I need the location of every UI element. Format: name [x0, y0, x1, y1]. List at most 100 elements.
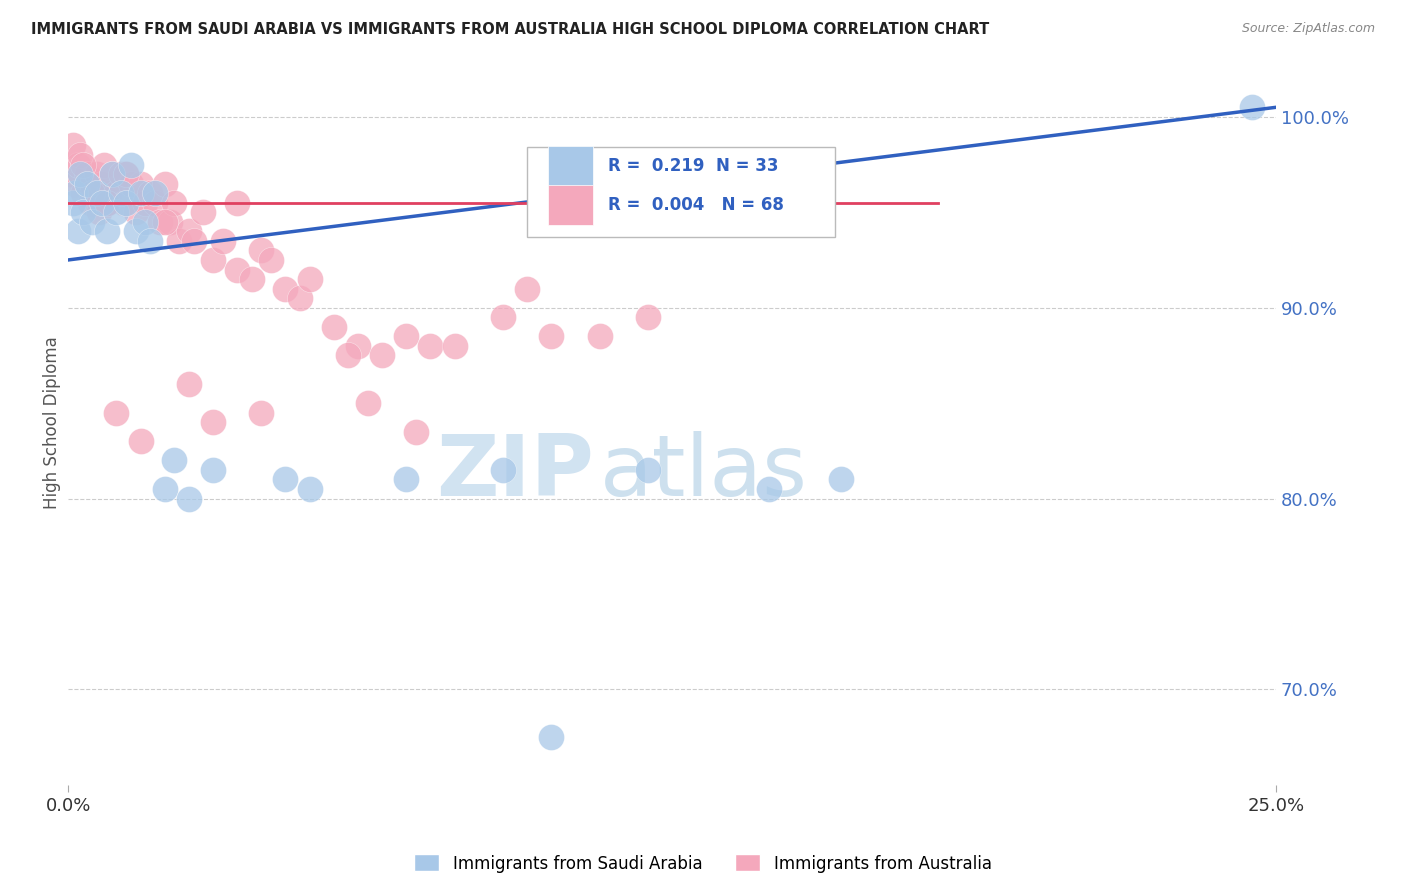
Point — [86, 186, 108, 201]
Point — [540, 730, 562, 744]
Point — [443, 339, 465, 353]
Point — [163, 195, 186, 210]
Point — [62, 138, 84, 153]
Point — [69, 148, 91, 162]
Point — [82, 186, 104, 201]
Point — [125, 224, 148, 238]
Point — [125, 205, 148, 219]
Point — [250, 244, 273, 258]
Point — [115, 167, 138, 181]
Point — [110, 186, 132, 201]
Point — [65, 177, 87, 191]
Point — [112, 195, 135, 210]
Point — [492, 463, 515, 477]
Point — [86, 167, 108, 181]
Point — [637, 310, 659, 325]
Point — [96, 195, 118, 210]
Point — [202, 463, 225, 477]
Legend: Immigrants from Saudi Arabia, Immigrants from Australia: Immigrants from Saudi Arabia, Immigrants… — [408, 847, 998, 880]
Point — [758, 482, 780, 496]
Point — [337, 348, 360, 362]
Point — [395, 472, 418, 486]
Bar — [547, 146, 593, 186]
Point — [183, 234, 205, 248]
Point — [79, 195, 101, 210]
Point — [134, 215, 156, 229]
Y-axis label: High School Diploma: High School Diploma — [44, 335, 60, 508]
Point — [177, 491, 200, 506]
Point — [202, 415, 225, 429]
Point — [90, 177, 112, 191]
Point — [492, 310, 515, 325]
Point — [395, 329, 418, 343]
Point — [105, 186, 128, 201]
Point — [89, 205, 111, 219]
Point — [120, 157, 142, 171]
Point — [59, 167, 82, 181]
Point — [129, 434, 152, 449]
Point — [516, 282, 538, 296]
Point — [226, 195, 249, 210]
Point — [830, 472, 852, 486]
Point — [96, 195, 118, 210]
Point — [143, 186, 166, 201]
Point — [129, 186, 152, 201]
Point — [159, 215, 181, 229]
Text: IMMIGRANTS FROM SAUDI ARABIA VS IMMIGRANTS FROM AUSTRALIA HIGH SCHOOL DIPLOMA CO: IMMIGRANTS FROM SAUDI ARABIA VS IMMIGRAN… — [31, 22, 990, 37]
Text: Source: ZipAtlas.com: Source: ZipAtlas.com — [1241, 22, 1375, 36]
Point — [82, 177, 104, 191]
Point — [115, 167, 138, 181]
Text: atlas: atlas — [599, 432, 807, 515]
Point — [167, 234, 190, 248]
Point — [153, 215, 176, 229]
Point — [637, 463, 659, 477]
Point — [1240, 100, 1263, 114]
Point — [540, 329, 562, 343]
Point — [211, 234, 233, 248]
Point — [66, 224, 89, 238]
Point — [100, 167, 122, 181]
Point — [149, 215, 172, 229]
Point — [139, 234, 162, 248]
Point — [153, 482, 176, 496]
Point — [96, 224, 118, 238]
Point — [177, 224, 200, 238]
Text: R =  0.219  N = 33: R = 0.219 N = 33 — [607, 157, 779, 175]
Point — [115, 195, 138, 210]
Point — [129, 177, 152, 191]
Point — [72, 205, 94, 219]
Point — [240, 272, 263, 286]
Point — [153, 177, 176, 191]
Point — [110, 167, 132, 181]
Point — [274, 282, 297, 296]
Point — [322, 319, 344, 334]
Point — [143, 195, 166, 210]
Point — [105, 406, 128, 420]
Point — [72, 186, 94, 201]
Point — [62, 195, 84, 210]
Point — [177, 377, 200, 392]
Point — [105, 205, 128, 219]
Point — [588, 329, 610, 343]
Point — [98, 186, 121, 201]
Point — [139, 186, 162, 201]
Point — [66, 157, 89, 171]
Point — [288, 291, 311, 305]
Point — [250, 406, 273, 420]
Point — [90, 195, 112, 210]
Point — [202, 252, 225, 267]
Point — [405, 425, 427, 439]
Point — [163, 453, 186, 467]
Point — [134, 195, 156, 210]
Text: R =  0.004   N = 68: R = 0.004 N = 68 — [607, 196, 785, 214]
Point — [356, 396, 378, 410]
Point — [82, 215, 104, 229]
FancyBboxPatch shape — [527, 146, 835, 237]
Point — [65, 186, 87, 201]
Point — [193, 205, 215, 219]
Bar — [547, 186, 593, 226]
Point — [76, 177, 98, 191]
Point — [274, 472, 297, 486]
Point — [419, 339, 441, 353]
Point — [72, 157, 94, 171]
